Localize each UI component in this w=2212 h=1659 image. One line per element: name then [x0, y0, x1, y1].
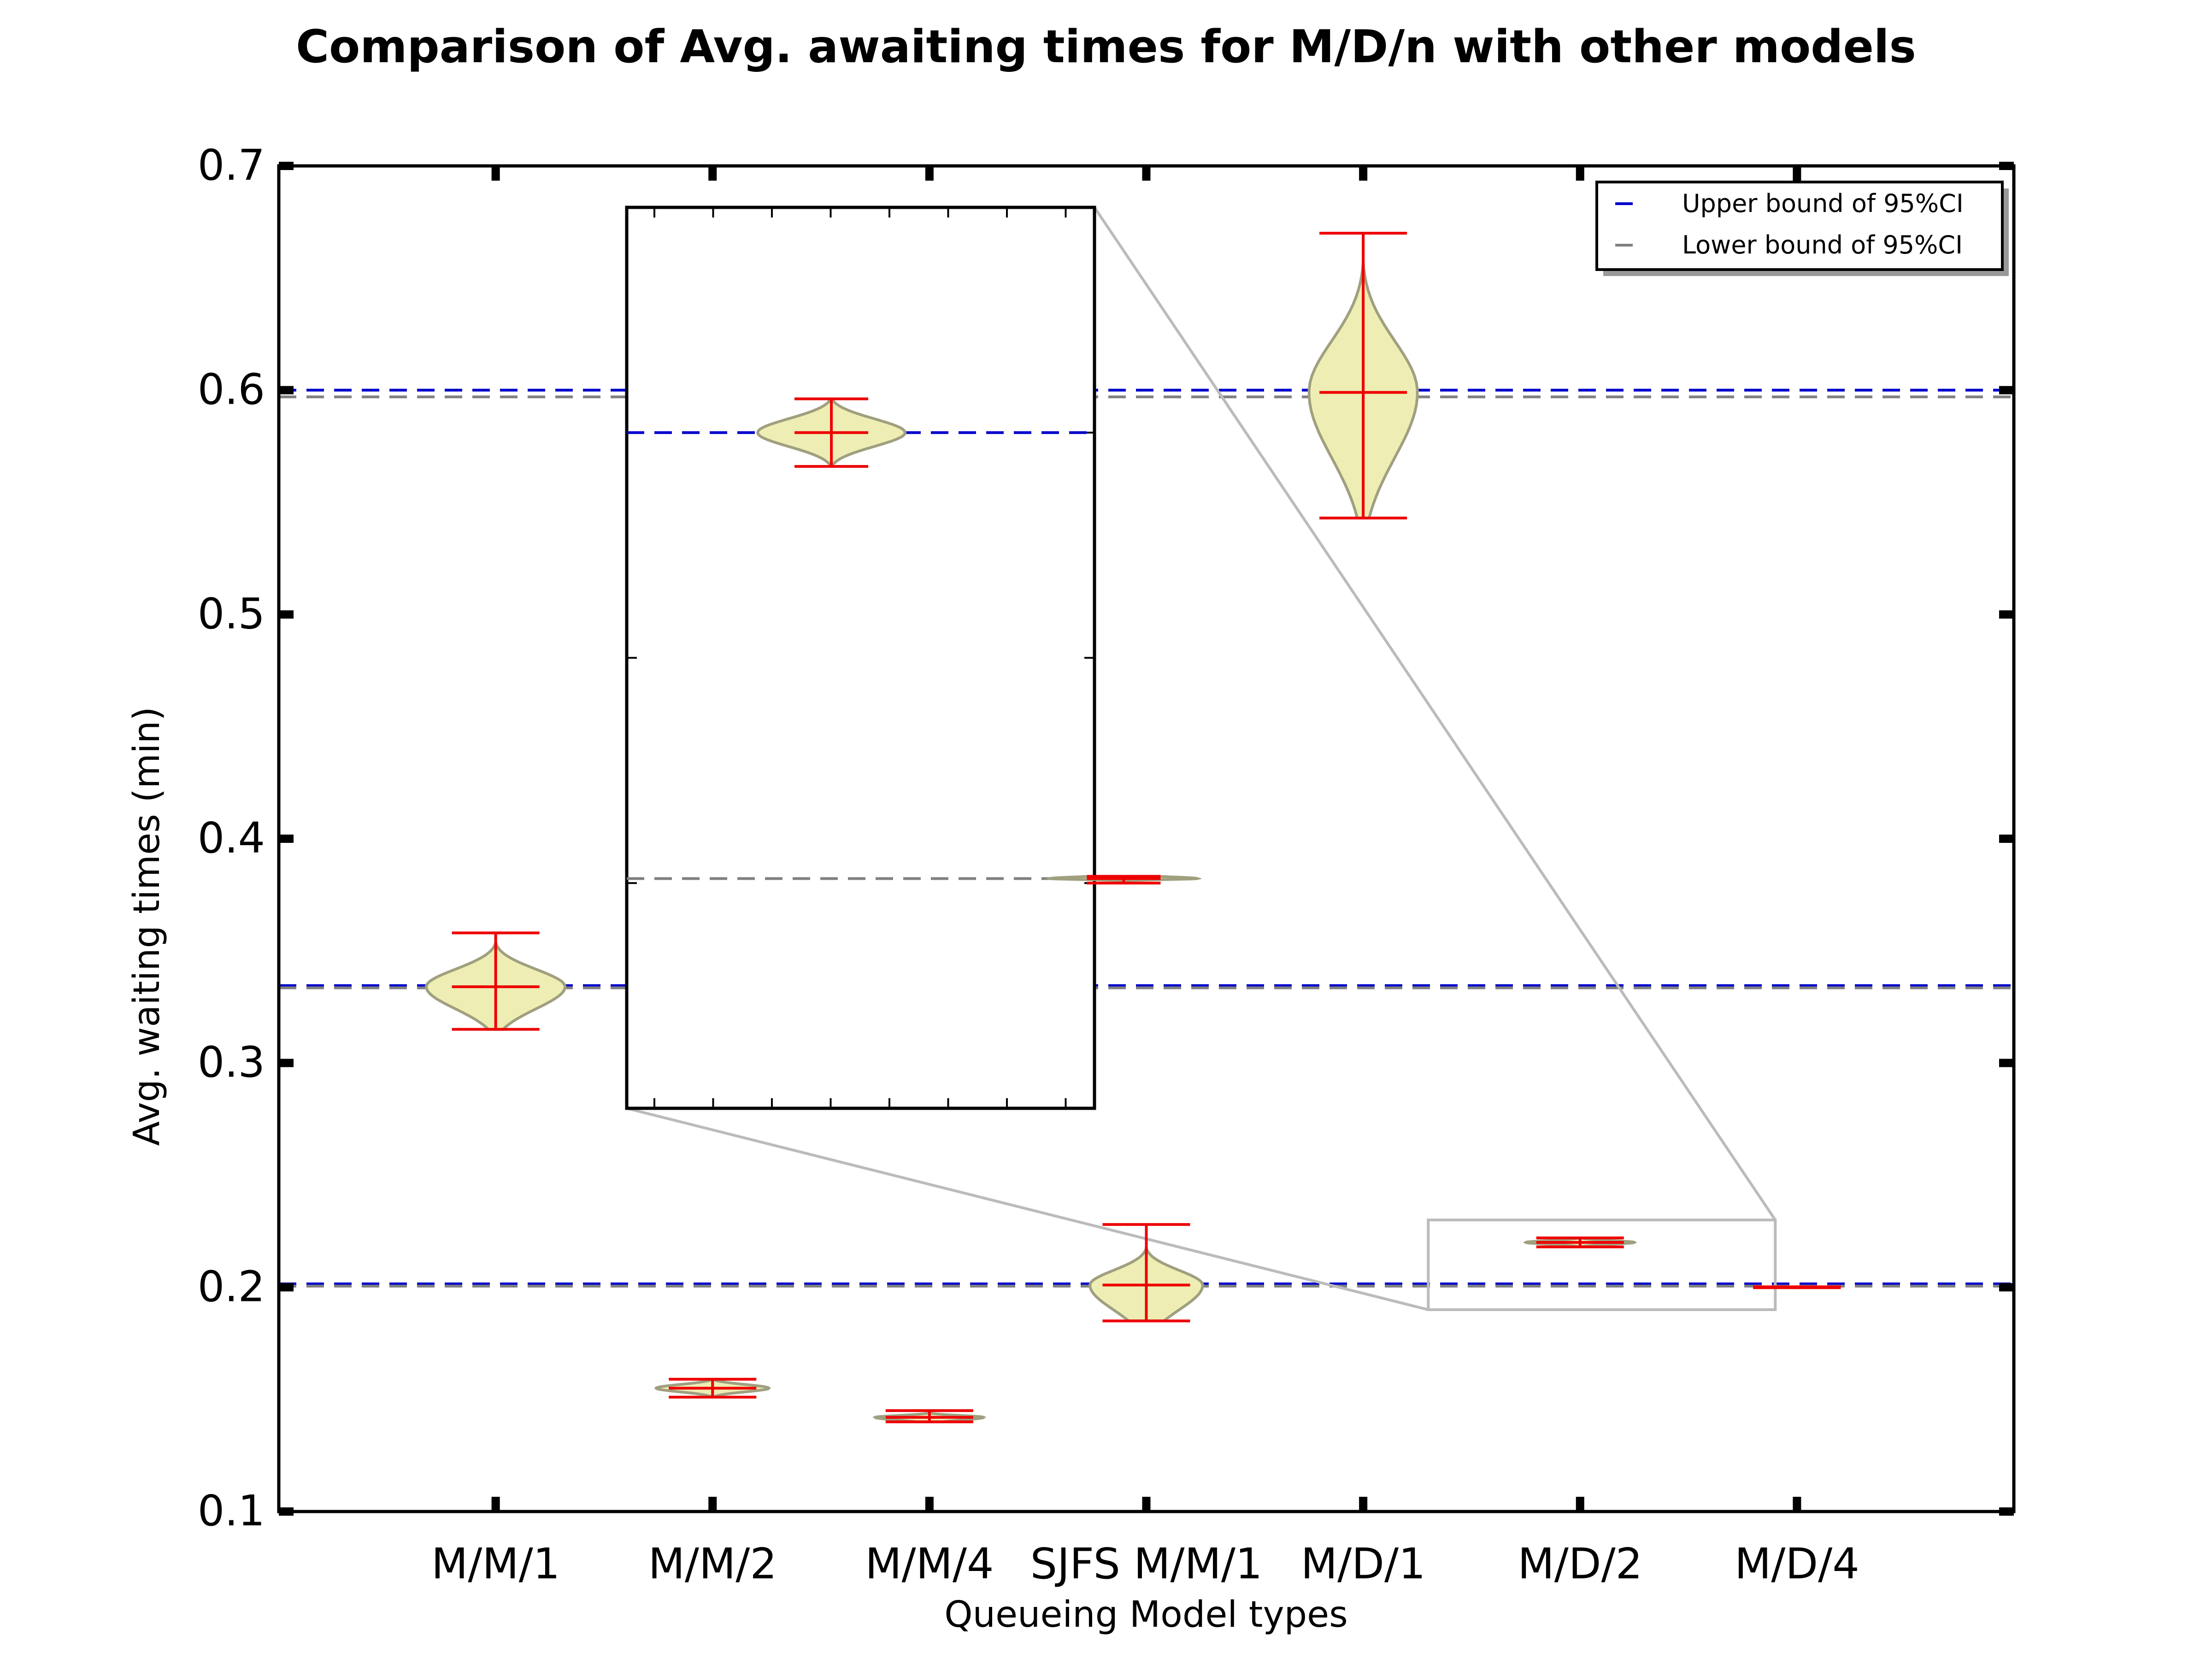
x-tick-label: M/M/4: [865, 1539, 994, 1588]
y-tick-label: 0.5: [198, 589, 265, 638]
y-tick-label: 0.7: [198, 141, 265, 190]
y-tick-label: 0.2: [198, 1262, 265, 1311]
zoom-connector-top: [1093, 206, 1777, 1221]
x-axis-label: Queueing Model types: [944, 1594, 1348, 1635]
legend-box: [1595, 181, 2004, 271]
inset-violin-1: [756, 397, 907, 468]
y-axis-label: Avg. waiting times (min): [126, 707, 168, 1146]
violins: [425, 232, 1841, 1424]
x-tick-label: SJFS M/M/1: [1030, 1539, 1263, 1588]
x-tick-label: M/D/4: [1735, 1539, 1859, 1588]
violin-6: [1523, 1236, 1637, 1248]
zoom-rectangle: [1427, 1218, 1777, 1311]
violin-4: [1088, 1223, 1204, 1323]
inset-violin-2: [1045, 875, 1203, 885]
x-tick-label: M/D/1: [1301, 1539, 1426, 1588]
inset-frame: [625, 206, 1096, 1110]
zoom-connector-bottom: [626, 1107, 1429, 1311]
reference-lines: [279, 388, 2014, 1288]
violin-3: [872, 1409, 986, 1424]
x-tick-label: M/D/2: [1518, 1539, 1642, 1588]
violin-1: [425, 931, 567, 1031]
y-tick-label: 0.3: [198, 1038, 265, 1087]
x-tick-label: M/M/1: [431, 1539, 560, 1588]
legend-label-lower: Lower bound of 95%CI: [1682, 230, 1963, 259]
chart-title: Comparison of Avg. awaiting times for M/…: [296, 21, 1916, 73]
violin-2: [654, 1377, 771, 1399]
violin-5: [1307, 232, 1419, 520]
x-tick-label: M/M/2: [648, 1539, 777, 1588]
zoom-region: [626, 206, 1777, 1311]
legend-label-upper: Upper bound of 95%CI: [1682, 189, 1964, 218]
axes: 0.1 0.2 0.3 0.4 0.5 0.6 0.7 M/M/1 M/M/2 M/M/4 SJFS…: [198, 141, 2016, 1588]
legend: Upper bound of 95%CI Lower bound of 95%CI: [1595, 181, 2009, 276]
violin-7: [1753, 1285, 1841, 1289]
y-tick-label: 0.4: [198, 813, 265, 863]
inset-axes: [625, 206, 1203, 1110]
y-tick-label: 0.6: [198, 365, 265, 414]
y-tick-label: 0.1: [198, 1486, 265, 1535]
